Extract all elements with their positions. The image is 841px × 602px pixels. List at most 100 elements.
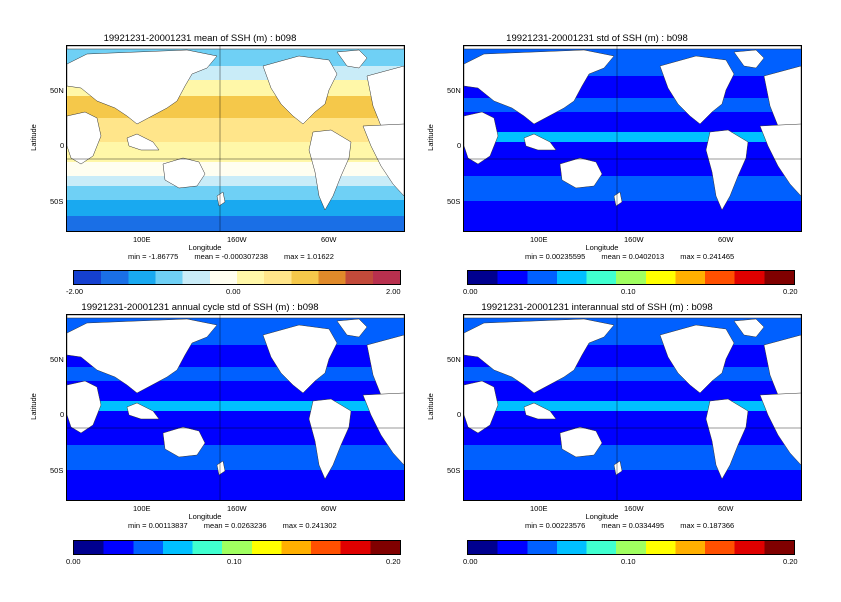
ocean-band	[464, 132, 801, 142]
land-mass	[336, 49, 368, 69]
stat-max: max = 0.187366	[680, 521, 735, 530]
land-mass	[262, 55, 338, 125]
colorbar-max-label: 0.20	[386, 557, 401, 566]
land-mass	[464, 111, 499, 165]
colorbar-max-label: 0.20	[783, 287, 798, 296]
ocean-band	[67, 216, 404, 231]
colorbar	[467, 540, 795, 555]
map-field	[67, 315, 404, 500]
ocean-band	[67, 200, 404, 216]
stat-min: min = 0.00223576	[525, 521, 586, 530]
x-tick-160w: 160W	[227, 504, 247, 513]
ocean-band	[464, 201, 801, 231]
land-mass	[705, 129, 749, 211]
x-tick-60w: 60W	[321, 504, 337, 513]
land-mass	[464, 318, 615, 394]
land-mass	[67, 380, 102, 434]
x-tick-60w: 60W	[321, 235, 337, 244]
land-mass	[523, 402, 557, 420]
land-mass	[464, 315, 801, 319]
land-mass	[464, 380, 499, 434]
ssh-map	[66, 314, 405, 501]
panel-mean: 19921231-20001231 mean of SSH (m) : b098…	[0, 33, 405, 333]
land-mass	[705, 398, 749, 480]
ocean-band	[67, 162, 404, 176]
stats-line: min = 0.00113837 mean = 0.0263236 max = …	[128, 521, 351, 530]
land-mass	[362, 123, 404, 197]
land-mass	[733, 318, 765, 338]
land-mass	[759, 123, 801, 197]
x-axis-label: Longitude	[585, 512, 619, 521]
map-field	[67, 46, 404, 231]
stat-max: max = 0.241465	[680, 252, 735, 261]
x-axis-label: Longitude	[585, 243, 619, 252]
colorbar-mid-label: 0.00	[226, 287, 241, 296]
ocean-band	[464, 112, 801, 132]
land-mass	[67, 318, 218, 394]
land-mass	[464, 46, 801, 50]
colorbar-max-label: 2.00	[386, 287, 401, 296]
land-mass	[126, 133, 160, 151]
panel-std: 19921231-20001231 std of SSH (m) : b098 …	[397, 33, 802, 333]
land-mass	[759, 392, 801, 466]
map-field	[464, 315, 801, 500]
land-mass	[559, 157, 603, 189]
panel-title: 19921231-20001231 annual cycle std of SS…	[81, 302, 319, 313]
ocean-band	[464, 470, 801, 500]
land-mass	[308, 398, 352, 480]
colorbar	[467, 270, 795, 285]
ocean-band	[464, 445, 801, 470]
y-tick-50n: 50N	[447, 86, 461, 95]
y-tick-0: 0	[457, 410, 462, 419]
y-tick-50s: 50S	[50, 197, 64, 206]
land-mass	[464, 49, 615, 125]
colorbar-min-label: 0.00	[463, 557, 478, 566]
colorbar	[73, 540, 401, 555]
land-mass	[659, 324, 735, 394]
y-axis-label: Latitude	[425, 393, 435, 420]
land-mass	[262, 324, 338, 394]
stat-min: min = 0.00113837	[128, 521, 188, 530]
y-tick-50n: 50N	[50, 86, 64, 95]
ocean-band	[67, 118, 404, 142]
stats-line: min = 0.00235595 mean = 0.0402013 max = …	[525, 252, 748, 261]
land-mass	[67, 315, 404, 319]
land-mass	[613, 460, 623, 476]
y-tick-0: 0	[60, 410, 65, 419]
stats-line: min = -1.86775 mean = -0.000307238 max =…	[128, 252, 348, 261]
land-mass	[216, 460, 226, 476]
x-tick-100e: 100E	[133, 504, 151, 513]
ocean-band	[464, 176, 801, 201]
y-tick-0: 0	[457, 141, 462, 150]
colorbar-min-label: -2.00	[66, 287, 84, 296]
y-axis-label: Latitude	[28, 393, 38, 420]
stat-mean: mean = -0.000307238	[194, 252, 268, 261]
panel-title: 19921231-20001231 std of SSH (m) : b098	[506, 33, 688, 44]
panel-interannual-std: 19921231-20001231 interannual std of SSH…	[397, 302, 802, 602]
stat-mean: mean = 0.0263236	[203, 521, 267, 530]
x-tick-160w: 160W	[624, 235, 644, 244]
y-axis-label: Latitude	[425, 124, 435, 151]
ssh-map	[66, 45, 405, 232]
colorbar-mid-label: 0.10	[227, 557, 242, 566]
y-tick-50s: 50S	[447, 466, 461, 475]
colorbar	[73, 270, 401, 285]
colorbar-mid-label: 0.10	[621, 287, 636, 296]
stat-min: min = -1.86775	[128, 252, 179, 261]
colorbar-mid-label: 0.10	[621, 557, 636, 566]
ocean-band	[464, 401, 801, 411]
ocean-band	[67, 186, 404, 200]
land-mass	[67, 46, 404, 50]
ssh-map	[463, 45, 802, 232]
land-mass	[67, 49, 218, 125]
ocean-band	[464, 381, 801, 401]
x-tick-100e: 100E	[133, 235, 151, 244]
x-tick-160w: 160W	[624, 504, 644, 513]
land-mass	[162, 157, 206, 189]
x-axis-label: Longitude	[188, 243, 222, 252]
ocean-band	[67, 445, 404, 470]
panel-title: 19921231-20001231 mean of SSH (m) : b098	[103, 33, 297, 44]
land-mass	[216, 191, 226, 207]
stat-mean: mean = 0.0402013	[601, 252, 665, 261]
ocean-band	[67, 470, 404, 500]
